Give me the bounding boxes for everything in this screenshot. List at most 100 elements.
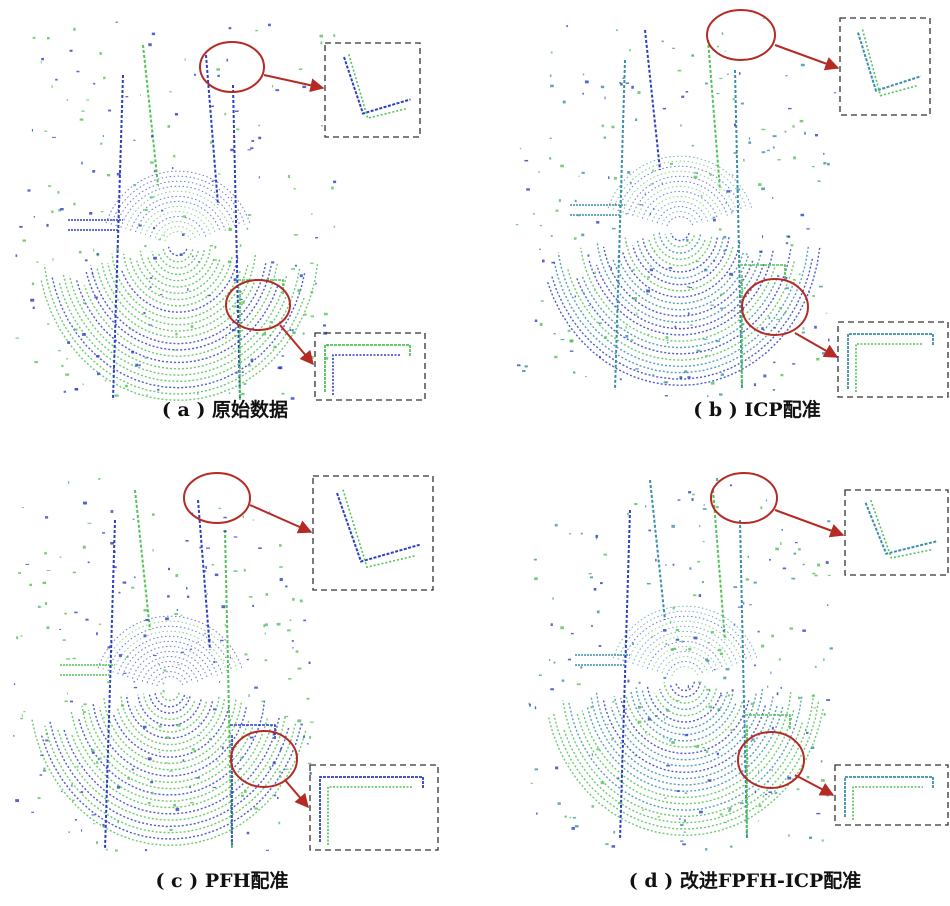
point-cluster [91, 749, 94, 752]
point-cluster [177, 664, 179, 665]
point-cluster [786, 287, 789, 289]
point-cluster [592, 805, 595, 808]
scan-ring [642, 191, 717, 218]
point-cluster [192, 748, 195, 750]
point-cluster [746, 578, 750, 580]
point-cluster [525, 365, 528, 367]
point-cluster [75, 819, 77, 821]
point-cluster [241, 393, 245, 395]
zoom-box [315, 333, 425, 400]
scan-ring [104, 698, 236, 763]
road-edge [135, 490, 150, 630]
point-cluster [774, 327, 776, 329]
point-cluster [809, 837, 812, 839]
point-cluster [34, 361, 38, 363]
point-cluster [758, 631, 760, 633]
point-cluster [589, 573, 592, 574]
point-cluster [626, 83, 629, 84]
point-cluster [619, 327, 620, 328]
point-cluster [585, 81, 589, 84]
point-cluster [583, 74, 584, 76]
point-cluster [696, 261, 699, 262]
point-cluster [244, 569, 246, 572]
point-cluster [183, 215, 186, 217]
point-cluster [779, 307, 782, 309]
point-cluster [625, 213, 627, 214]
highlight-ellipse [738, 732, 804, 788]
point-cluster [44, 131, 47, 132]
point-cluster [99, 758, 102, 760]
point-cluster [608, 176, 609, 179]
point-cluster [767, 150, 770, 151]
point-cluster [734, 624, 736, 626]
point-cluster [248, 365, 252, 366]
point-cluster [278, 822, 280, 825]
point-cluster [64, 613, 67, 615]
point-cluster [159, 725, 162, 727]
point-cluster [223, 517, 226, 518]
point-cluster [103, 717, 104, 718]
point-cluster [694, 637, 698, 640]
point-cluster [672, 48, 674, 49]
point-cluster [239, 768, 240, 770]
point-cluster [106, 821, 107, 822]
point-cluster [818, 180, 821, 182]
point-cluster [713, 217, 716, 219]
point-cluster [67, 693, 68, 695]
point-cluster [692, 498, 694, 501]
point-cluster [690, 325, 692, 326]
point-cluster [539, 675, 542, 676]
point-cluster [541, 300, 544, 301]
point-cluster [143, 312, 145, 314]
road-edge [233, 85, 240, 400]
point-cluster [185, 58, 186, 61]
point-cluster [691, 54, 694, 56]
point-cluster [334, 226, 335, 228]
point-cluster [749, 137, 750, 140]
point-cluster [550, 138, 552, 139]
point-cluster [685, 734, 688, 736]
point-cluster [22, 507, 24, 508]
point-cluster [310, 722, 314, 723]
point-cluster [43, 582, 47, 584]
point-cluster [280, 578, 283, 581]
point-cluster [726, 190, 730, 192]
point-cluster [573, 817, 576, 818]
zoom-box [840, 18, 930, 115]
point-cluster [730, 846, 732, 848]
point-cluster [665, 395, 668, 396]
point-cluster [759, 805, 762, 807]
point-cluster [556, 210, 559, 212]
point-cluster [123, 582, 127, 584]
point-cluster [254, 687, 258, 689]
point-cluster [826, 699, 830, 701]
point-cluster [252, 140, 255, 142]
point-cluster [590, 576, 593, 578]
point-cluster [292, 598, 295, 601]
point-cluster [292, 647, 293, 649]
point-cluster [680, 376, 683, 379]
point-cluster [164, 235, 165, 237]
point-cluster [599, 645, 602, 647]
structure [575, 655, 630, 665]
point-cluster [81, 791, 83, 793]
point-cluster [29, 584, 32, 586]
point-cluster [190, 802, 194, 803]
point-cluster [812, 295, 814, 297]
point-cluster [655, 715, 658, 717]
point-cluster [59, 629, 61, 630]
point-cluster [151, 792, 153, 795]
point-cluster [551, 52, 553, 54]
point-cluster [703, 541, 705, 542]
point-cluster [173, 349, 176, 350]
point-cluster [531, 783, 534, 784]
point-cluster [772, 727, 774, 730]
point-cluster [581, 234, 584, 237]
point-cluster [244, 790, 247, 793]
point-cluster [32, 129, 33, 132]
point-cluster [310, 772, 312, 775]
point-cluster [669, 739, 670, 741]
scan-ring [625, 238, 733, 291]
point-cluster [199, 547, 201, 549]
point-cluster [101, 211, 104, 212]
